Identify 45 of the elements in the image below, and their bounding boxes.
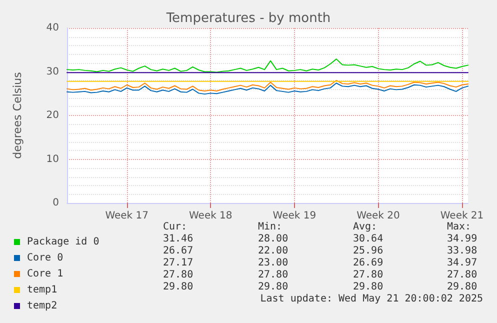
legend-label: Package id 0: [27, 236, 100, 248]
legend-label: temp1: [27, 284, 58, 296]
text: 27.80: [258, 270, 288, 280]
text: 34.99: [447, 234, 478, 244]
line-series: [66, 58, 468, 73]
text: 27.17: [163, 258, 194, 268]
text: 27.80: [447, 270, 478, 280]
text: Last update: Wed May 21 20:00:02 2025: [260, 294, 484, 304]
text: 23.00: [258, 258, 288, 268]
legend-label: Core 1: [27, 268, 64, 280]
y-axis-title: degrees Celsius: [11, 72, 24, 159]
y-tick-label: 20: [46, 110, 59, 121]
text: 27.80: [353, 270, 384, 280]
text: Avg:: [353, 222, 378, 232]
text: 31.46: [163, 234, 194, 244]
text: 26.67: [163, 246, 194, 256]
text: 22.00: [258, 246, 288, 256]
x-tick-label: Week 19: [272, 210, 316, 222]
text: 29.80: [353, 282, 384, 292]
text: Cur:: [163, 222, 188, 232]
x-tick-label: Week 20: [356, 210, 400, 222]
text: Min:: [258, 222, 282, 232]
x-tick-label: Week 17: [105, 210, 149, 222]
legend-label: temp2: [27, 300, 58, 312]
x-tick-label: Week 21: [440, 210, 484, 222]
legend-label: Core 0: [27, 252, 64, 264]
text: 33.98: [447, 246, 478, 256]
y-tick-label: 0: [52, 198, 59, 208]
text: Max:: [447, 222, 472, 232]
y-tick-label: 30: [46, 66, 59, 78]
x-tick-label: Week 18: [188, 210, 232, 222]
line-series: [66, 82, 468, 95]
text: 29.80: [258, 282, 288, 292]
chart-title: Temperatures - by month: [165, 11, 331, 26]
text: 25.96: [353, 246, 384, 256]
text: 27.80: [163, 270, 194, 280]
text: 29.80: [447, 282, 478, 292]
text: 28.00: [258, 234, 288, 244]
text: 29.80: [163, 282, 194, 292]
y-tick-label: 10: [46, 154, 59, 165]
text: 34.97: [447, 258, 478, 268]
y-tick-label: 40: [46, 22, 59, 34]
text: 26.69: [353, 258, 384, 268]
line-series: [66, 80, 468, 92]
text: 30.64: [353, 234, 384, 244]
